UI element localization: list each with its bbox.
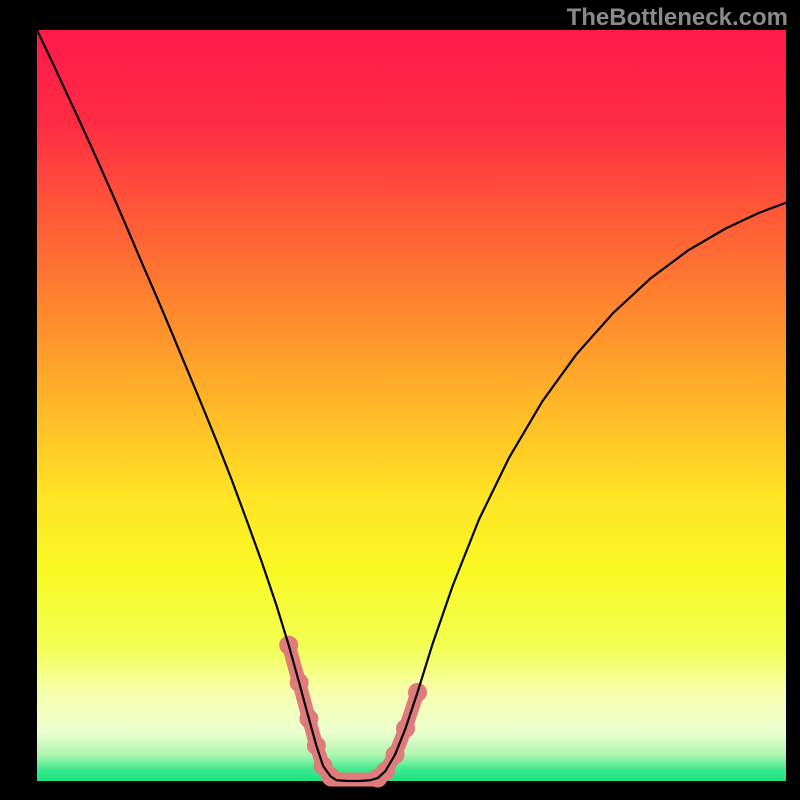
watermark-text: TheBottleneck.com	[567, 4, 788, 32]
plot-svg	[0, 0, 800, 800]
plot-background	[37, 30, 786, 781]
